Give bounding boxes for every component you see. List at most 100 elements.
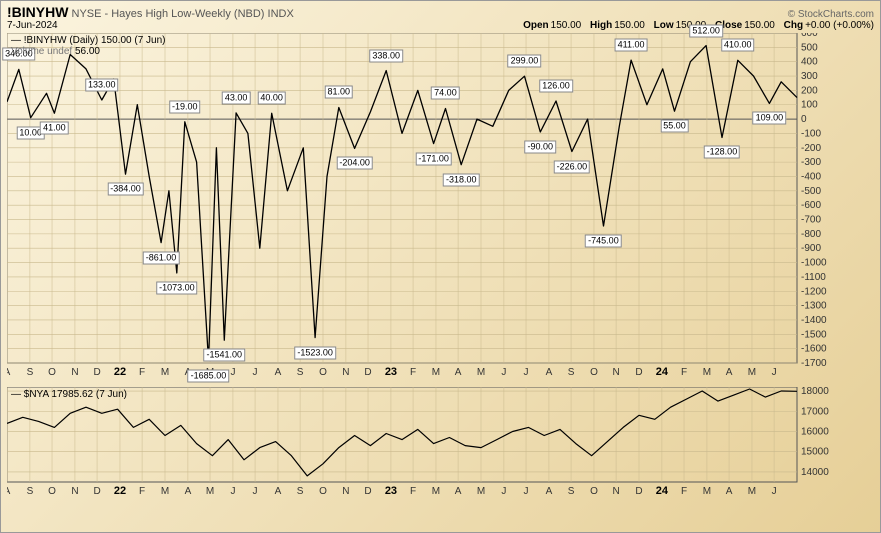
svg-text:J: J [772,486,777,497]
svg-text:A: A [726,367,733,378]
svg-text:M: M [477,367,485,378]
sub-chart-svg: 1400015000160001700018000ASOND22FMAMJJAS… [7,387,837,497]
svg-text:300: 300 [801,71,818,82]
svg-text:23: 23 [385,485,397,497]
svg-text:16000: 16000 [801,426,829,437]
svg-text:D: D [93,486,100,497]
main-chart-svg: -1700-1600-1500-1400-1300-1200-1100-1000… [7,33,837,381]
svg-text:400: 400 [801,57,818,68]
chg-label: Chg [784,20,803,31]
open-label: Open [523,20,549,31]
svg-text:-1500: -1500 [801,329,827,340]
svg-text:D: D [364,486,371,497]
price-label: 74.00 [431,87,460,100]
svg-text:A: A [7,486,11,497]
svg-text:M: M [161,486,169,497]
svg-text:24: 24 [656,366,669,378]
svg-text:17000: 17000 [801,406,829,417]
chg-value: +0.00 (+0.00%) [805,20,874,31]
price-label: -226.00 [554,160,591,173]
main-legend: — !BINYHW (Daily) 150.00 (7 Jun) Volume … [11,35,166,57]
price-label: 41.00 [40,122,69,135]
price-label: -1541.00 [203,349,245,362]
svg-text:-400: -400 [801,171,821,182]
svg-text:24: 24 [656,485,669,497]
price-label: 126.00 [539,80,573,93]
svg-text:M: M [748,367,756,378]
price-label: 109.00 [753,112,787,125]
svg-text:600: 600 [801,33,818,39]
price-label: -1523.00 [294,346,336,359]
svg-text:D: D [635,486,642,497]
svg-text:J: J [501,486,506,497]
svg-text:N: N [342,486,349,497]
svg-text:D: D [364,367,371,378]
svg-text:18000: 18000 [801,387,829,397]
svg-text:-1700: -1700 [801,358,827,369]
svg-text:22: 22 [114,485,126,497]
svg-text:M: M [432,486,440,497]
svg-text:-1600: -1600 [801,344,827,355]
svg-text:O: O [319,367,327,378]
svg-text:J: J [524,367,529,378]
svg-text:A: A [275,486,282,497]
svg-text:J: J [253,367,258,378]
price-label: -318.00 [443,173,480,186]
svg-text:M: M [703,367,711,378]
svg-text:500: 500 [801,42,818,53]
svg-text:-1300: -1300 [801,301,827,312]
svg-text:N: N [612,486,619,497]
low-label: Low [654,20,674,31]
ticker-description: NYSE - Hayes High Low-Weekly (NBD) INDX [72,8,294,20]
price-label: 512.00 [689,24,723,37]
svg-text:J: J [772,367,777,378]
svg-text:S: S [297,486,304,497]
price-label: 81.00 [325,86,354,99]
svg-text:-300: -300 [801,157,821,168]
svg-text:23: 23 [385,366,397,378]
price-label: 133.00 [85,79,119,92]
svg-text:O: O [590,486,598,497]
svg-text:M: M [161,367,169,378]
svg-text:J: J [253,486,258,497]
svg-text:-1200: -1200 [801,286,827,297]
price-label: -171.00 [415,152,452,165]
price-label: -128.00 [704,146,741,159]
open-value: 150.00 [551,20,582,31]
price-label: -384.00 [107,183,144,196]
svg-text:J: J [501,367,506,378]
svg-text:22: 22 [114,366,126,378]
svg-text:-700: -700 [801,215,821,226]
svg-text:F: F [410,367,416,378]
svg-text:-600: -600 [801,200,821,211]
price-label: 40.00 [257,92,286,105]
price-label: 299.00 [508,55,542,68]
svg-text:-500: -500 [801,186,821,197]
sub-legend: — $NYA 17985.62 (7 Jun) [11,389,127,400]
svg-text:J: J [230,367,235,378]
svg-text:A: A [455,367,462,378]
svg-text:S: S [27,367,34,378]
svg-text:F: F [410,486,416,497]
svg-text:O: O [590,367,598,378]
price-label: -19.00 [169,100,201,113]
price-label: 338.00 [369,49,403,62]
svg-text:M: M [703,486,711,497]
svg-text:A: A [455,486,462,497]
svg-text:100: 100 [801,100,818,111]
sub-chart: — $NYA 17985.62 (7 Jun) 1400015000160001… [7,387,874,497]
svg-text:O: O [48,486,56,497]
svg-text:200: 200 [801,85,818,96]
svg-text:F: F [139,367,145,378]
svg-text:-1100: -1100 [801,272,826,283]
svg-text:M: M [748,486,756,497]
svg-text:N: N [612,367,619,378]
svg-text:A: A [726,486,733,497]
ticker-symbol: !BINYHW [7,4,68,20]
header-row: !BINYHW NYSE - Hayes High Low-Weekly (NB… [1,1,880,20]
price-label: 55.00 [660,120,689,133]
svg-text:S: S [27,486,34,497]
svg-text:M: M [477,486,485,497]
price-label: -1685.00 [188,369,230,382]
svg-text:J: J [230,486,235,497]
